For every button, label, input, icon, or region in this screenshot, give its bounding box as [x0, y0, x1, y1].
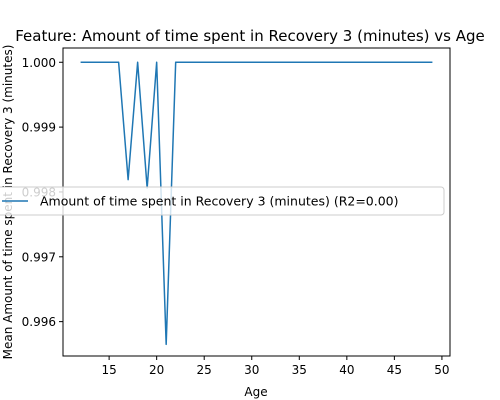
- x-axis-label: Age: [244, 385, 267, 399]
- y-tick-label: 0.997: [22, 250, 56, 264]
- chart-title: Feature: Amount of time spent in Recover…: [15, 27, 485, 45]
- x-tick-label: 50: [434, 363, 449, 377]
- plot-area: [80, 61, 433, 346]
- x-tick-label: 30: [244, 363, 259, 377]
- legend-box: [0, 186, 445, 216]
- y-tick-label: 0.996: [22, 315, 56, 329]
- x-tick-label: 45: [387, 363, 402, 377]
- legend-label: Amount of time spent in Recovery 3 (minu…: [40, 194, 399, 209]
- y-tick-label: 1.000: [22, 56, 56, 70]
- x-tick-label: 25: [197, 363, 212, 377]
- legend: Amount of time spent in Recovery 3 (minu…: [0, 186, 445, 216]
- y-tick-label: 0.999: [22, 121, 56, 135]
- x-tick-label: 15: [101, 363, 116, 377]
- x-axis: 15 20 25 30 35 40 45 50: [101, 356, 450, 377]
- x-tick-label: 20: [149, 363, 164, 377]
- series-line: [80, 61, 433, 346]
- x-tick-label: 35: [292, 363, 307, 377]
- x-tick-label: 40: [339, 363, 354, 377]
